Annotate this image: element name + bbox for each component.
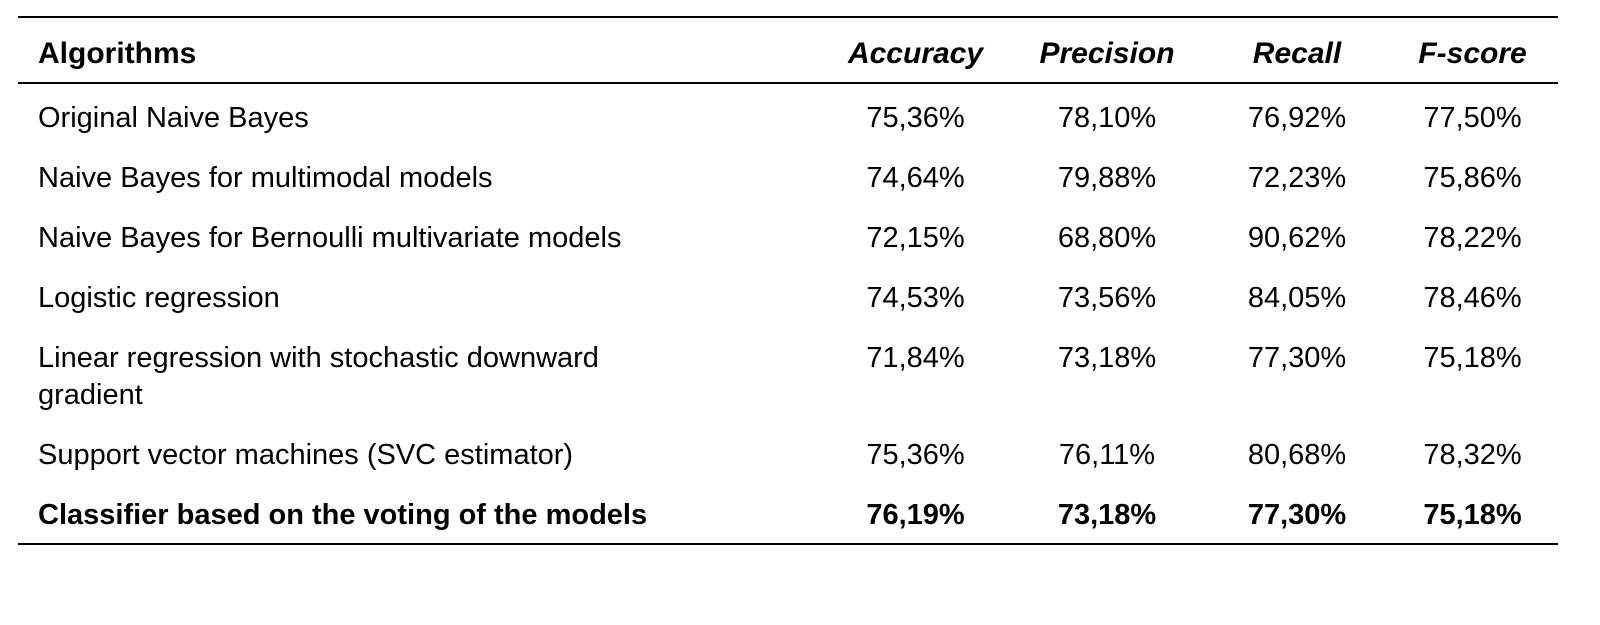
table-body: Original Naive Bayes 75,36% 78,10% 76,92… — [18, 83, 1558, 544]
header-recall: Recall — [1252, 37, 1342, 70]
precision-cell: 79,88% — [1057, 162, 1157, 194]
recall-cell: 72,23% — [1247, 162, 1347, 194]
accuracy-cell: 71,84% — [866, 342, 965, 374]
precision-cell: 68,80% — [1057, 222, 1157, 254]
accuracy-cell: 75,36% — [866, 102, 965, 134]
algorithm-cell: Logistic regression — [38, 282, 280, 314]
recall-cell: 77,30% — [1247, 342, 1347, 374]
table-row-highlighted: Classifier based on the voting of the mo… — [18, 483, 1558, 544]
recall-cell: 80,68% — [1247, 439, 1347, 471]
precision-cell: 73,18% — [1057, 499, 1157, 531]
header-fscore: F-score — [1418, 37, 1527, 70]
header-precision: Precision — [1039, 37, 1175, 70]
table-row: Original Naive Bayes 75,36% 78,10% 76,92… — [18, 83, 1558, 146]
recall-cell: 90,62% — [1247, 222, 1347, 254]
fscore-cell: 78,22% — [1423, 222, 1522, 254]
fscore-cell: 75,18% — [1423, 499, 1522, 531]
table-row: Naive Bayes for multimodal models 74,64%… — [18, 146, 1558, 206]
table-row: Linear regression with stochastic downwa… — [18, 326, 1558, 423]
fscore-cell: 75,86% — [1423, 162, 1522, 194]
fscore-cell: 75,18% — [1423, 342, 1522, 374]
algorithm-cell: Classifier based on the voting of the mo… — [38, 499, 648, 531]
table-row: Logistic regression 74,53% 73,56% 84,05%… — [18, 266, 1558, 326]
accuracy-cell: 72,15% — [866, 222, 965, 254]
precision-cell: 73,56% — [1057, 282, 1157, 314]
algorithm-cell: Naive Bayes for multimodal models — [38, 162, 493, 194]
precision-cell: 76,11% — [1058, 439, 1156, 471]
results-table: Algorithms Accuracy Precision Recall F-s… — [18, 16, 1558, 545]
header-algorithms: Algorithms — [38, 37, 197, 70]
algorithm-cell: Linear regression with stochastic downwa… — [38, 342, 599, 411]
algorithm-cell: Original Naive Bayes — [38, 102, 309, 134]
header-accuracy: Accuracy — [847, 37, 984, 70]
header-row: Algorithms Accuracy Precision Recall F-s… — [18, 17, 1558, 83]
table-row: Support vector machines (SVC estimator) … — [18, 423, 1558, 483]
algorithm-cell: Support vector machines (SVC estimator) — [38, 439, 574, 471]
fscore-cell: 78,46% — [1423, 282, 1522, 314]
accuracy-cell: 74,53% — [866, 282, 965, 314]
accuracy-cell: 75,36% — [866, 439, 965, 471]
precision-cell: 73,18% — [1057, 342, 1157, 374]
precision-cell: 78,10% — [1057, 102, 1157, 134]
accuracy-cell: 74,64% — [866, 162, 965, 194]
recall-cell: 77,30% — [1247, 499, 1347, 531]
recall-cell: 84,05% — [1247, 282, 1347, 314]
table-row: Naive Bayes for Bernoulli multivariate m… — [18, 206, 1558, 266]
algorithm-cell: Naive Bayes for Bernoulli multivariate m… — [38, 222, 622, 254]
fscore-cell: 77,50% — [1423, 102, 1522, 134]
table-header: Algorithms Accuracy Precision Recall F-s… — [18, 17, 1558, 83]
accuracy-cell: 76,19% — [866, 499, 965, 531]
fscore-cell: 78,32% — [1423, 439, 1522, 471]
recall-cell: 76,92% — [1247, 102, 1347, 134]
